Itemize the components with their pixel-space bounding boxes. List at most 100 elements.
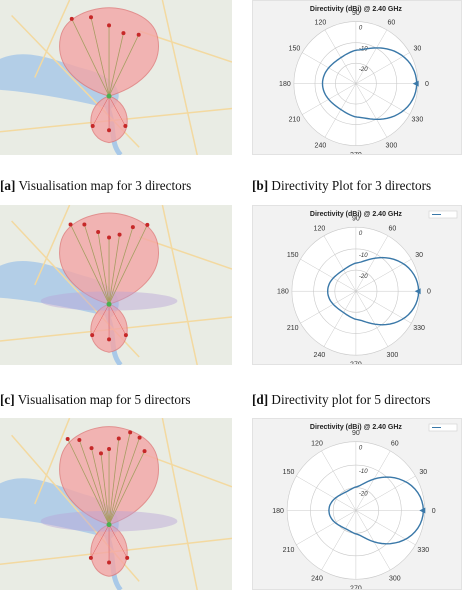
- receiver-marker: [107, 446, 112, 451]
- radial-label: 0: [359, 231, 363, 237]
- grid-spoke: [296, 510, 357, 546]
- map-panel-e: [0, 418, 232, 590]
- ray-line-red: [108, 234, 120, 305]
- grid-spoke: [355, 52, 410, 84]
- caption-b: [b] Directivity Plot for 3 directors: [252, 178, 432, 193]
- angle-tick-label: 30: [413, 46, 421, 53]
- ray-line-red: [97, 232, 110, 305]
- antenna-marker: [106, 93, 112, 99]
- grid-spoke: [355, 450, 391, 511]
- grid-spoke: [355, 235, 389, 292]
- receiver-marker: [107, 337, 112, 342]
- angle-tick-label: 0: [427, 289, 431, 296]
- peak-marker: [412, 80, 419, 87]
- grid-spoke: [355, 291, 389, 347]
- angle-tick-label: 150: [289, 46, 301, 53]
- receiver-marker: [125, 555, 130, 560]
- ray-line-red: [100, 453, 110, 525]
- receiver-marker: [69, 16, 74, 21]
- receiver-marker: [107, 235, 112, 240]
- ray-line-red: [108, 227, 134, 305]
- map-road: [161, 205, 198, 365]
- ray-line-back: [108, 304, 127, 336]
- ray-line-red: [108, 451, 145, 525]
- angle-tick-label: 180: [277, 289, 289, 296]
- receiver-marker: [90, 333, 95, 338]
- grid-spoke: [355, 258, 412, 292]
- angle-tick-label: 180: [279, 81, 291, 88]
- radiation-map-c: [0, 205, 232, 365]
- map-panel-c: [0, 205, 232, 365]
- antenna-marker: [106, 301, 112, 307]
- angle-tick-label: 330: [412, 117, 424, 124]
- legend-box: [428, 423, 458, 432]
- angle-tick-label: 270: [350, 362, 362, 365]
- radial-label: -10: [359, 253, 368, 259]
- angle-tick-label: 0: [432, 508, 436, 515]
- polar-panel-d: Directivity (dBi) @ 2.40 GHz 0 30 60 90 120 15…: [252, 205, 462, 365]
- map-road: [161, 418, 198, 590]
- radial-label: 0: [359, 446, 363, 452]
- angle-tick-label: 30: [415, 252, 423, 259]
- angle-tick-label: 300: [389, 575, 401, 582]
- angle-tick-label: 300: [387, 352, 399, 359]
- ray-line-red: [70, 224, 110, 305]
- map-road: [34, 418, 71, 505]
- plot-legend: [428, 423, 458, 432]
- angle-tick-label: 90: [352, 216, 360, 223]
- grid-spoke: [323, 235, 357, 292]
- receiver-marker: [117, 232, 122, 237]
- angle-tick-label: 240: [315, 143, 327, 150]
- directivity-plot-f: Directivity (dBi) @ 2.40 GHz 0 30 60 90 120 15…: [272, 423, 458, 590]
- angle-tick-label: 90: [352, 10, 360, 17]
- directivity-curve: [321, 47, 418, 121]
- grid-spoke: [355, 83, 410, 115]
- ray-line-red: [67, 438, 110, 525]
- polar-panel-f: Directivity (dBi) @ 2.40 GHz 0 30 60 90 120 15…: [252, 418, 462, 590]
- grid-spoke: [300, 258, 357, 292]
- map-road: [161, 0, 198, 155]
- angle-tick-label: 60: [389, 225, 397, 232]
- grid-spoke: [355, 290, 412, 324]
- grid-spoke: [323, 291, 357, 347]
- grid-spoke: [321, 450, 357, 511]
- receiver-marker: [77, 438, 82, 443]
- angle-tick-label: 60: [388, 20, 396, 27]
- angle-tick-label: 210: [287, 325, 299, 332]
- antenna-marker: [106, 522, 112, 528]
- receiver-marker: [123, 333, 128, 338]
- angle-tick-label: 150: [287, 252, 299, 259]
- directivity-plot-d: Directivity (dBi) @ 2.40 GHz 0 30 60 90 120 15…: [277, 210, 458, 365]
- radial-label: -10: [359, 469, 368, 475]
- angle-tick-label: 180: [272, 508, 284, 515]
- ray-line-back: [90, 524, 110, 558]
- receiver-marker: [116, 436, 121, 441]
- receiver-marker: [137, 435, 142, 440]
- receiver-marker: [107, 23, 112, 28]
- receiver-marker: [145, 222, 150, 227]
- grid-spoke: [355, 83, 388, 138]
- receiver-marker: [90, 124, 95, 129]
- receiver-marker: [123, 124, 128, 129]
- angle-tick-label: 210: [283, 547, 295, 554]
- receiver-marker: [107, 560, 112, 565]
- grid-spoke: [324, 83, 357, 138]
- directivity-curve: [326, 256, 420, 326]
- receiver-marker: [130, 225, 135, 230]
- ray-line-red: [108, 224, 148, 305]
- ray-line-red: [79, 439, 110, 525]
- receiver-marker: [68, 222, 73, 227]
- angle-tick-label: 120: [311, 441, 323, 448]
- grid-spoke: [355, 510, 391, 571]
- peak-marker: [419, 507, 426, 514]
- receiver-marker: [128, 430, 133, 435]
- angle-tick-label: 240: [314, 352, 326, 359]
- angle-tick-label: 120: [315, 20, 327, 27]
- receiver-marker: [121, 31, 126, 36]
- angle-tick-label: 210: [289, 117, 301, 124]
- ray-line-red: [91, 448, 110, 525]
- receiver-marker: [89, 15, 94, 20]
- angle-tick-label: 270: [350, 586, 362, 590]
- plot-title: Directivity (dBi) @ 2.40 GHz: [310, 211, 403, 218]
- radiation-map-e: [0, 418, 232, 590]
